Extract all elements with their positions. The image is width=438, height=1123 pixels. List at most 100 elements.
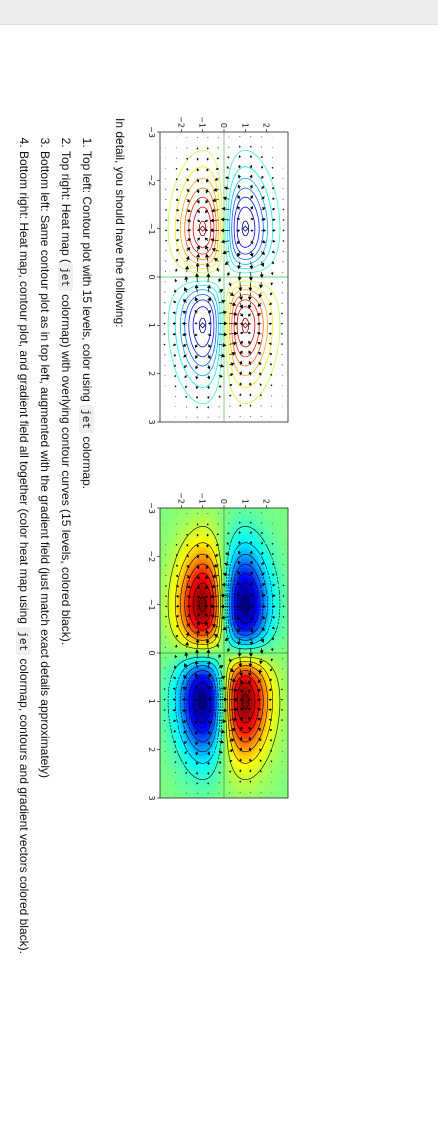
heatmap-cell	[196, 568, 200, 573]
heatmap-cell	[244, 743, 248, 748]
gradient-arrow	[195, 272, 200, 283]
heatmap-cell	[191, 740, 195, 745]
heatmap-cell	[212, 752, 216, 757]
gradient-arrow	[218, 288, 224, 293]
heatmap-cell	[194, 550, 198, 554]
gradient-arrow	[204, 209, 209, 214]
heatmap-cell	[263, 698, 267, 702]
heatmap-cell	[252, 523, 256, 527]
gradient-arrow	[271, 166, 274, 169]
heatmap-cell	[170, 716, 174, 721]
heatmap-cell	[218, 589, 222, 594]
heatmap-cell	[250, 749, 254, 754]
heatmap-cell	[170, 640, 174, 645]
heatmap-cell	[188, 704, 192, 708]
heatmap-cell	[279, 761, 283, 766]
heatmap-cell	[239, 589, 243, 594]
heatmap-cell	[170, 622, 174, 627]
heatmap-cell	[258, 628, 262, 633]
gradient-arrow	[260, 394, 262, 397]
heatmap-cell	[207, 556, 211, 560]
gradient-arrow	[249, 261, 254, 270]
heatmap-cell	[188, 785, 192, 790]
heatmap-cell	[196, 550, 200, 554]
heatmap-cell	[162, 550, 166, 554]
heatmap-cell	[276, 668, 280, 672]
heatmap-cell	[162, 656, 166, 660]
heatmap-cell	[231, 619, 235, 624]
heatmap-cell	[207, 562, 211, 566]
heatmap-cell	[170, 770, 174, 775]
heatmap-cell	[207, 704, 211, 708]
heatmap-cell	[167, 646, 171, 651]
heatmap-cell	[263, 532, 267, 536]
heatmap-cell	[210, 553, 214, 557]
heatmap-cell	[271, 529, 275, 533]
heatmap-cell	[170, 689, 174, 693]
gradient-arrow	[226, 166, 230, 169]
heatmap-cell	[244, 613, 248, 618]
heatmap-cell	[231, 646, 235, 651]
heatmap-cell	[218, 520, 222, 524]
heatmap-cell	[276, 734, 280, 739]
heatmap-cell	[186, 547, 190, 551]
heatmap-cell	[271, 791, 275, 796]
heatmap-cell	[175, 785, 179, 790]
heatmap-cell	[196, 517, 200, 521]
heatmap-cell	[218, 517, 222, 521]
heatmap-cell	[175, 547, 179, 551]
heatmap-cell	[164, 713, 168, 718]
heatmap-cell	[164, 511, 168, 515]
heatmap-cell	[167, 725, 171, 730]
heatmap-cell	[210, 746, 214, 751]
heatmap-cell	[183, 622, 187, 627]
heatmap-cell	[263, 710, 267, 715]
heatmap-cell	[271, 674, 275, 678]
heatmap-cell	[252, 782, 256, 787]
heatmap-cell	[234, 634, 238, 639]
heatmap-cell	[231, 755, 235, 760]
heatmap-cell	[252, 686, 256, 690]
heatmap-cell	[250, 598, 254, 603]
heatmap-cell	[172, 538, 176, 542]
heatmap-cell	[252, 659, 256, 663]
heatmap-cell	[167, 746, 171, 751]
heatmap-cell	[172, 746, 176, 751]
gradient-arrow	[163, 312, 166, 315]
heatmap-cell	[234, 544, 238, 548]
contour-line	[192, 206, 256, 348]
heatmap-cell	[242, 529, 246, 533]
heatmap-cell	[180, 692, 184, 696]
heatmap-cell	[170, 541, 174, 545]
heatmap-cell	[236, 619, 240, 624]
heatmap-cell	[164, 665, 168, 669]
heatmap-cell	[284, 671, 288, 675]
heatmap-cell	[218, 511, 222, 515]
heatmap-cell	[186, 701, 190, 705]
heatmap-cell	[199, 689, 203, 693]
heatmap-cell	[196, 580, 200, 585]
gradient-arrow	[185, 395, 188, 399]
heatmap-cell	[199, 785, 203, 790]
heatmap-cell	[282, 773, 286, 778]
heatmap-cell	[247, 601, 251, 606]
gradient-arrow	[175, 167, 178, 170]
heatmap-cell	[255, 595, 259, 600]
heatmap-cell	[284, 520, 288, 524]
heatmap-cell	[279, 526, 283, 530]
heatmap-cell	[268, 692, 272, 696]
heatmap-cell	[242, 785, 246, 790]
heatmap-cell	[183, 568, 187, 573]
heatmap-cell	[178, 659, 182, 663]
heatmap-cell	[228, 613, 232, 618]
heatmap-cell	[218, 532, 222, 536]
heatmap-cell	[164, 535, 168, 539]
heatmap-cell	[188, 701, 192, 705]
heatmap-cell	[202, 698, 206, 702]
heatmap-cell	[284, 589, 288, 594]
heatmap-cell	[178, 631, 182, 636]
heatmap-cell	[274, 716, 278, 721]
gradient-arrow	[204, 245, 209, 252]
heatmap-cell	[271, 547, 275, 551]
heatmap-cell	[242, 559, 246, 563]
